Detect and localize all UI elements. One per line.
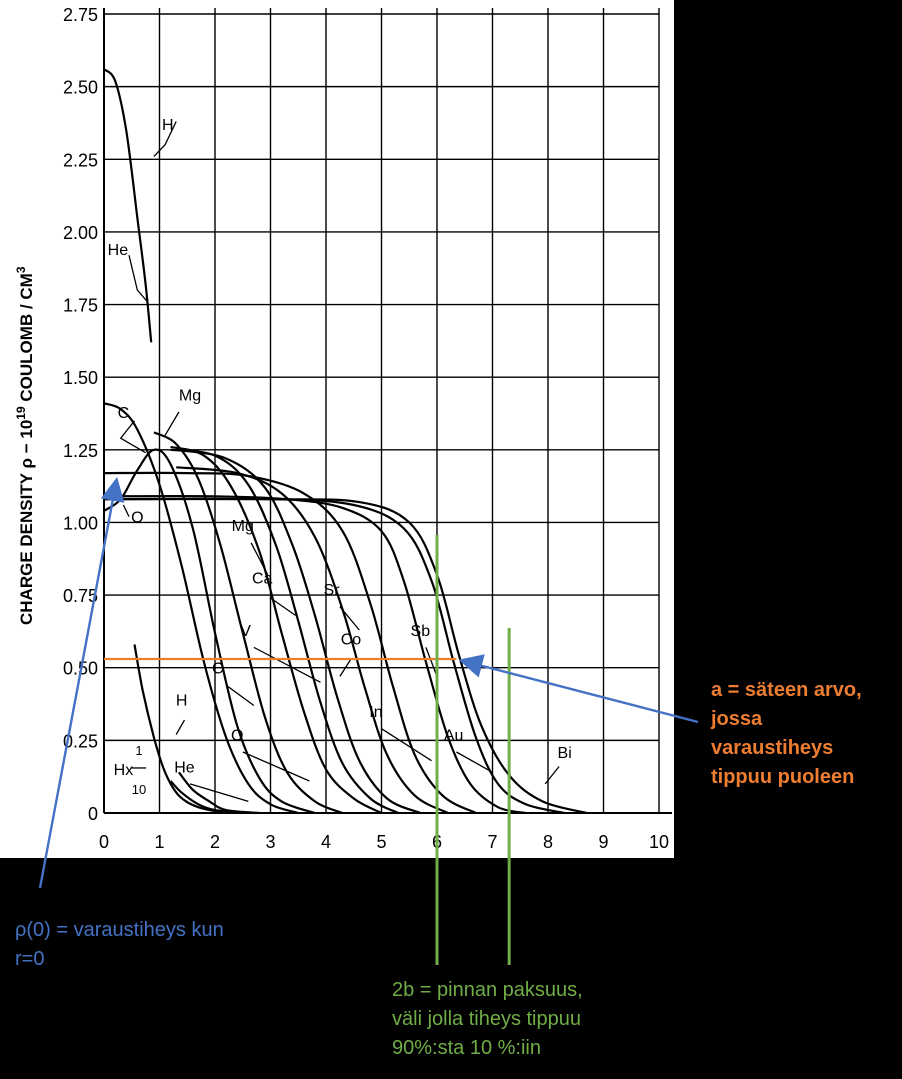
y-tick-label: 2.75 (63, 5, 98, 25)
y-tick-label: 0 (88, 804, 98, 824)
series-curve (169, 780, 243, 815)
annotation-a-line: jossa (711, 708, 763, 730)
x-tick-label: 3 (265, 832, 275, 852)
curve-label: Ca (252, 570, 273, 587)
label-leader-line (119, 420, 146, 454)
curve-label: Bi (558, 745, 572, 762)
label-leader-line (164, 411, 180, 436)
series-curve (178, 771, 260, 815)
curve-label: Au (444, 727, 464, 744)
curve-label: O (231, 727, 243, 744)
annotation-a-line: a = säteen arvo, (711, 679, 862, 701)
label-leader-line (456, 751, 493, 773)
y-tick-label: 1.50 (63, 368, 98, 388)
annotation-rho0: ρ(0) = varaustiheys kun r=0 (15, 916, 265, 974)
series-curve (170, 445, 383, 814)
series-curve (103, 494, 527, 815)
curve-label: H (176, 692, 188, 709)
label-leader-line (339, 606, 360, 631)
curve-label: He (174, 759, 195, 776)
a-pointer-arrow (458, 654, 699, 724)
curve-label: Mg (179, 387, 201, 404)
annotation-2b-line: väli jolla tiheys tippuu (392, 1008, 581, 1030)
curve-label: C (118, 405, 130, 422)
rho0-pointer-arrow (38, 477, 125, 889)
x-tick-label: 8 (543, 832, 553, 852)
series-curve (153, 431, 344, 815)
y-tick-label: 1.75 (63, 296, 98, 316)
y-axis-label: CHARGE DENSITY ρ − 1019 COULOMB / CM3 (14, 266, 36, 625)
series-curve (103, 448, 316, 815)
curve-label-hx-denominator: 10 (132, 782, 146, 797)
y-tick-label: 2.50 (63, 78, 98, 98)
curve-label: O (131, 509, 143, 526)
y-tick-label: 1.25 (63, 441, 98, 461)
x-tick-label: 9 (598, 832, 608, 852)
label-leader-line (253, 646, 321, 683)
x-tick-label: 0 (99, 832, 109, 852)
series-curve (103, 402, 299, 815)
label-leader-line (250, 542, 269, 576)
curve-label: Sb (411, 623, 431, 640)
annotation-a-line: tippuu puoleen (711, 766, 855, 788)
annotation-2b-line: 90%:sta 10 %:iin (392, 1037, 541, 1059)
x-tick-label: 1 (154, 832, 164, 852)
label-leader-line (425, 647, 438, 677)
x-tick-label: 7 (487, 832, 497, 852)
label-leader-line (189, 783, 249, 803)
x-tick-label: 2 (210, 832, 220, 852)
annotation-2b-line: 2b = pinnan paksuus, (392, 979, 583, 1001)
series-curve (103, 497, 588, 815)
curve-label-hx: Hx (114, 762, 134, 779)
label-leader-line (128, 255, 148, 303)
y-tick-label: 2.00 (63, 223, 98, 243)
y-tick-label: 0.75 (63, 586, 98, 606)
label-leader-line (225, 684, 255, 707)
curve-label: Sr (324, 582, 341, 599)
label-leader-line (242, 751, 310, 782)
x-tick-label: 5 (376, 832, 386, 852)
annotation-rho0-line: ρ(0) = varaustiheys kun (15, 919, 224, 941)
curve-label: H (162, 117, 174, 134)
series-curve (103, 471, 477, 814)
curve-label-hx-numerator: 1 (135, 743, 142, 758)
series-curve (170, 448, 399, 814)
label-leader-line (175, 719, 186, 735)
series-curve (103, 68, 153, 343)
annotation-a-line: varaustiheys (711, 737, 834, 759)
label-leader-line (153, 121, 177, 157)
series-curve (103, 497, 565, 815)
series-curve (133, 644, 227, 815)
annotation-2b: 2b = pinnan paksuus, väli jolla tiheys t… (392, 976, 652, 1063)
label-leader-line (339, 658, 352, 677)
series-curve (176, 448, 421, 815)
curve-label: C (212, 661, 224, 678)
label-leader-line (122, 504, 130, 517)
curve-label: He (108, 242, 129, 259)
annotation-rho0-line: r=0 (15, 948, 45, 970)
curve-label: Co (341, 631, 362, 648)
y-tick-label: 0.25 (63, 731, 98, 751)
label-leader-line (544, 766, 560, 785)
y-tick-label: 1.00 (63, 513, 98, 533)
x-tick-label: 10 (649, 832, 669, 852)
annotation-a: a = säteen arvo, jossa varaustiheys tipp… (711, 676, 891, 792)
curve-label: In (369, 704, 382, 721)
curve-label: V (240, 623, 251, 640)
curve-label: Mg (232, 518, 254, 535)
plot-panel (0, 0, 674, 858)
x-tick-label: 4 (321, 832, 331, 852)
label-leader-line (381, 728, 432, 762)
label-leader-line (270, 597, 296, 616)
y-tick-label: 2.25 (63, 150, 98, 170)
